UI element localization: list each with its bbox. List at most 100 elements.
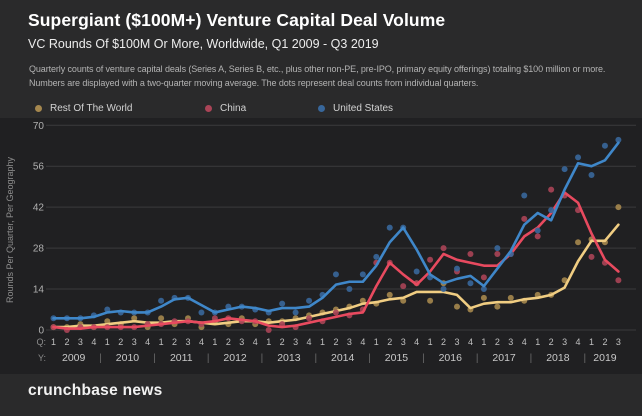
crunchbase-news-logo[interactable]: crunchbase news xyxy=(28,382,163,399)
china-dot xyxy=(400,283,407,290)
quarter-tick-label: 4 xyxy=(468,337,473,347)
legend-item-united-states[interactable]: United States xyxy=(318,103,393,114)
united-states-dot xyxy=(306,297,313,304)
year-tick-label-2018: 2018 xyxy=(546,352,570,364)
china-dot xyxy=(306,315,313,322)
united-states-dot xyxy=(534,227,541,234)
legend-label: United States xyxy=(333,103,394,114)
quarter-tick-label: 2 xyxy=(387,337,392,347)
quarter-tick-label: 2 xyxy=(333,337,338,347)
united-states-dot xyxy=(413,268,420,275)
china-dot xyxy=(615,277,622,284)
quarter-tick-label: 2 xyxy=(602,337,607,347)
y-axis-label: Rounds Per Quarter, Per Geography xyxy=(5,156,15,303)
china-dot xyxy=(548,186,555,193)
quarter-axis-prefix: Q: xyxy=(36,337,46,347)
china-dot xyxy=(494,250,501,257)
united-states-dot xyxy=(440,286,447,293)
rest-of-the-world-dot xyxy=(507,294,514,301)
year-tick-label-2014: 2014 xyxy=(331,352,355,364)
quarter-tick-label: 1 xyxy=(374,337,379,347)
quarter-tick-label: 2 xyxy=(441,337,446,347)
united-states-dot xyxy=(575,154,582,161)
china-dot xyxy=(480,274,487,281)
rest-of-the-world-dot xyxy=(615,204,622,211)
rest-of-the-world-dot xyxy=(427,297,434,304)
china-dot xyxy=(467,250,474,257)
united-states-legend-dot-icon xyxy=(318,105,325,112)
year-tick-label-2016: 2016 xyxy=(439,352,463,364)
united-states-dot xyxy=(561,166,568,173)
year-tick-label-2019: 2019 xyxy=(593,352,617,364)
quarter-tick-label: 3 xyxy=(454,337,459,347)
legend-item-china[interactable]: China xyxy=(205,103,246,114)
united-states-dot xyxy=(373,253,380,260)
rest-of-the-world-dot xyxy=(158,315,165,322)
legend-item-rest-of-the-world[interactable]: Rest Of The World xyxy=(35,103,132,114)
united-states-dot xyxy=(494,245,501,252)
legend-label: China xyxy=(220,103,247,114)
year-separator: | xyxy=(368,353,371,364)
china-dot xyxy=(521,215,528,222)
rest-of-the-world-dot xyxy=(454,303,460,310)
y-tick-label: 42 xyxy=(33,203,45,214)
united-states-dot xyxy=(279,300,286,307)
united-states-dot xyxy=(548,207,555,214)
quarter-tick-label: 2 xyxy=(64,337,69,347)
quarter-tick-label: 4 xyxy=(253,337,258,347)
chart-title: Supergiant ($100M+) Venture Capital Deal… xyxy=(28,10,446,30)
legend-label: Rest Of The World xyxy=(50,103,133,114)
quarter-tick-label: 2 xyxy=(172,337,177,347)
united-states-dot xyxy=(521,192,528,199)
rest-of-the-world-dot xyxy=(494,303,501,310)
quarter-tick-label: 2 xyxy=(280,337,285,347)
quarter-tick-label: 3 xyxy=(239,337,244,347)
china-dot xyxy=(588,253,595,260)
y-tick-label: 0 xyxy=(38,326,44,337)
year-separator: | xyxy=(207,353,210,364)
y-tick-label: 28 xyxy=(33,244,45,255)
year-axis-prefix: Y: xyxy=(38,353,46,363)
quarter-tick-label: 1 xyxy=(428,337,433,347)
quarter-tick-label: 3 xyxy=(508,337,513,347)
quarter-tick-label: 4 xyxy=(307,337,312,347)
rest-of-the-world-dot xyxy=(480,294,487,301)
quarter-tick-label: 4 xyxy=(576,337,581,347)
quarter-tick-label: 1 xyxy=(589,337,594,347)
y-tick-label: 14 xyxy=(33,285,45,296)
quarter-tick-label: 3 xyxy=(347,337,352,347)
quarter-tick-label: 4 xyxy=(522,337,527,347)
year-tick-label-2015: 2015 xyxy=(385,352,409,364)
china-dot xyxy=(427,256,434,263)
china-moving-average-line xyxy=(52,191,620,330)
year-separator: | xyxy=(153,353,156,364)
chart-subtitle: VC Rounds Of $100M Or More, Worldwide, Q… xyxy=(28,37,379,51)
united-states-dot xyxy=(601,142,608,149)
rest-of-the-world-dot xyxy=(386,291,393,298)
year-tick-label-2012: 2012 xyxy=(223,352,247,364)
united-states-dot xyxy=(346,286,353,293)
quarter-tick-label: 4 xyxy=(360,337,365,347)
quarter-tick-label: 3 xyxy=(401,337,406,347)
united-states-dot xyxy=(198,309,205,316)
rest-of-the-world-dot xyxy=(575,239,582,246)
quarter-tick-label: 2 xyxy=(118,337,123,347)
year-tick-label-2010: 2010 xyxy=(116,352,140,364)
quarter-tick-label: 3 xyxy=(562,337,567,347)
quarter-tick-label: 3 xyxy=(78,337,83,347)
quarter-tick-label: 4 xyxy=(199,337,204,347)
united-states-dot xyxy=(158,297,165,304)
rest-of-the-world-dot xyxy=(131,315,138,322)
quarter-tick-label: 1 xyxy=(266,337,271,347)
y-tick-label: 70 xyxy=(33,121,45,132)
united-states-dot xyxy=(292,309,299,316)
quarter-tick-label: 2 xyxy=(549,337,554,347)
year-separator: | xyxy=(530,353,533,364)
year-separator: | xyxy=(583,353,586,364)
china-dot xyxy=(534,233,541,240)
year-tick-label-2017: 2017 xyxy=(492,352,516,364)
china-legend-dot-icon xyxy=(205,105,212,112)
united-states-dot xyxy=(359,271,366,278)
quarter-tick-label: 2 xyxy=(495,337,500,347)
